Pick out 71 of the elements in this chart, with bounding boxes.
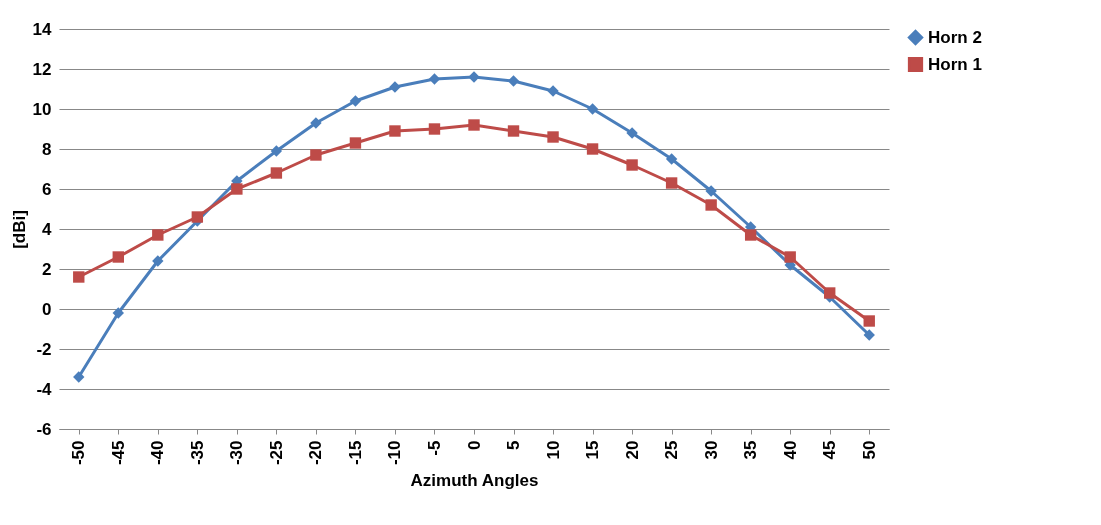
x-axis-title: Azimuth Angles bbox=[410, 471, 539, 491]
point bbox=[112, 251, 124, 263]
x-tick-label: -5 bbox=[424, 440, 444, 456]
legend-label: Horn 2 bbox=[928, 27, 982, 47]
y-tick-label: 6 bbox=[42, 179, 52, 199]
x-tick-label: -25 bbox=[266, 440, 286, 466]
x-tick-label: 45 bbox=[820, 440, 840, 460]
point bbox=[112, 307, 124, 319]
y-axis-title: [dBi] bbox=[9, 210, 29, 249]
point bbox=[547, 85, 559, 97]
x-tick-label: 50 bbox=[859, 440, 879, 460]
x-tick-label: 40 bbox=[780, 440, 800, 460]
y-tick-label: 14 bbox=[32, 19, 53, 39]
y-tick-label: -2 bbox=[36, 339, 52, 359]
y-tick-label: 8 bbox=[42, 139, 52, 159]
point bbox=[310, 117, 322, 129]
point bbox=[73, 371, 85, 383]
point bbox=[586, 103, 599, 115]
point bbox=[349, 95, 362, 107]
x-tick-label: 30 bbox=[701, 440, 721, 460]
point bbox=[191, 211, 204, 223]
x-tick-label: -45 bbox=[108, 440, 128, 466]
x-tick-label: -20 bbox=[306, 440, 326, 466]
point bbox=[349, 137, 362, 149]
x-tick-label: 5 bbox=[504, 440, 524, 450]
point bbox=[270, 167, 283, 179]
point bbox=[705, 199, 717, 211]
point bbox=[389, 125, 401, 137]
y-tick-label: 2 bbox=[42, 259, 52, 279]
point bbox=[863, 315, 875, 327]
point bbox=[389, 81, 401, 93]
y-tick-label: -4 bbox=[36, 379, 53, 399]
x-tick-label: 15 bbox=[583, 440, 603, 460]
point bbox=[73, 271, 85, 283]
x-tick-label: -10 bbox=[385, 440, 405, 466]
x-tick-label: 35 bbox=[741, 440, 761, 460]
x-tick-label: 10 bbox=[543, 440, 563, 460]
y-tick-label: 0 bbox=[42, 299, 52, 319]
point bbox=[665, 153, 678, 165]
point bbox=[626, 127, 638, 139]
x-tick-label: 25 bbox=[662, 440, 682, 460]
y-tick-label: 12 bbox=[32, 59, 52, 79]
y-tick-label: -6 bbox=[36, 419, 52, 439]
legend-label: Horn 1 bbox=[928, 54, 982, 74]
point bbox=[744, 229, 757, 241]
x-tick-label: -30 bbox=[227, 440, 247, 466]
point bbox=[231, 183, 243, 195]
point bbox=[152, 229, 164, 241]
point bbox=[863, 329, 875, 341]
point bbox=[310, 149, 322, 161]
x-tick-label: -15 bbox=[345, 440, 365, 466]
x-tick-label: -50 bbox=[69, 440, 89, 466]
x-tick-label: 0 bbox=[464, 440, 484, 450]
x-tick-label: 20 bbox=[622, 440, 642, 460]
x-tick-label: -35 bbox=[187, 440, 207, 466]
y-tick-label: 4 bbox=[42, 219, 53, 239]
y-tick-label: 10 bbox=[32, 99, 52, 119]
point bbox=[547, 131, 559, 143]
point bbox=[705, 185, 717, 197]
point bbox=[824, 287, 836, 299]
point bbox=[152, 255, 164, 267]
x-tick-label: -40 bbox=[148, 440, 168, 466]
point bbox=[507, 125, 520, 137]
point bbox=[468, 119, 480, 131]
point bbox=[270, 145, 283, 157]
point bbox=[428, 123, 441, 135]
point bbox=[665, 177, 678, 189]
point bbox=[784, 251, 796, 263]
point bbox=[586, 143, 599, 155]
point bbox=[468, 71, 480, 83]
point bbox=[626, 159, 638, 171]
